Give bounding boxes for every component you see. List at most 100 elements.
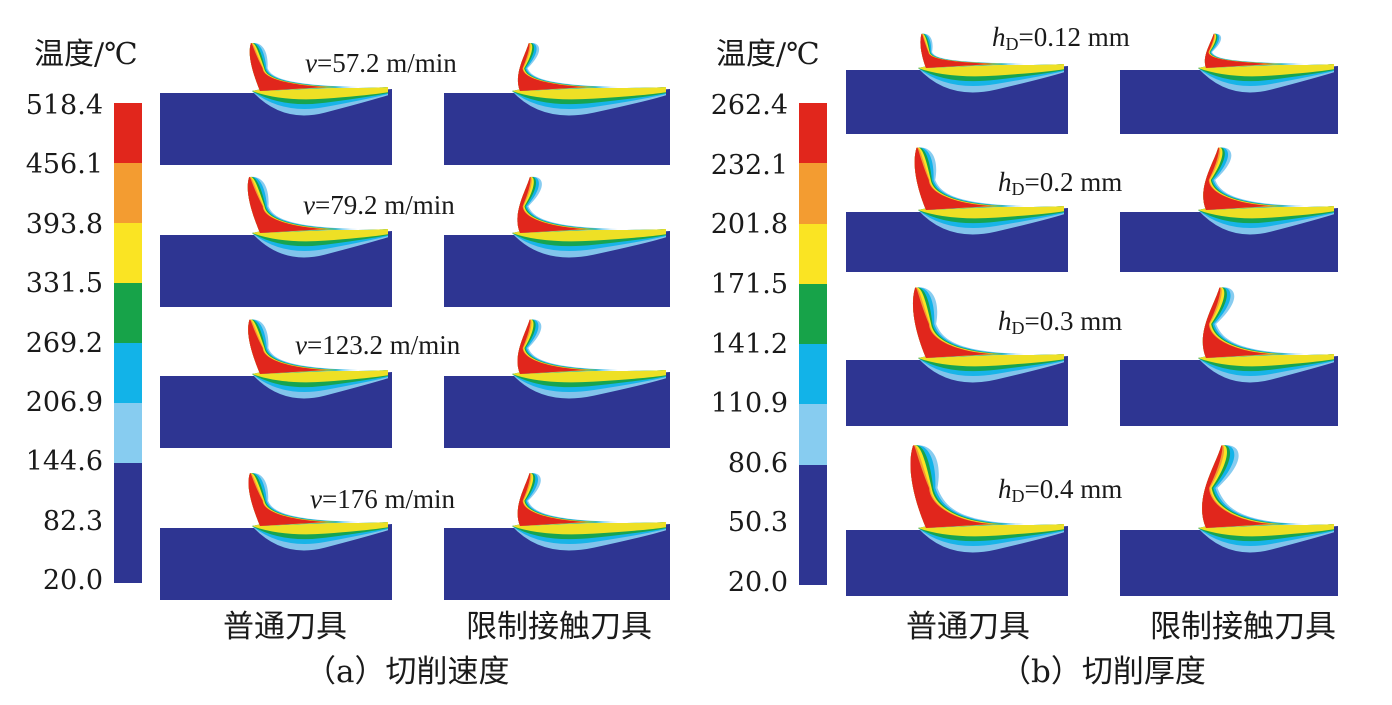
simulation-grid-cutting-speed	[160, 42, 670, 600]
column-label-conventional-tool: 普通刀具	[906, 609, 1030, 645]
chip-layer	[247, 176, 326, 233]
colorbar-band	[799, 524, 827, 585]
chip-layer	[517, 473, 590, 526]
colorbar-tick-label: 20.0	[727, 567, 788, 598]
chip-layer	[1202, 287, 1296, 358]
sim-conventional-row-4	[846, 445, 1068, 596]
heat-band	[1198, 64, 1334, 77]
chip-layer	[248, 319, 326, 374]
chip-layer	[517, 319, 596, 374]
sim-conventional-row-3	[160, 319, 392, 448]
chip-layer	[248, 473, 326, 526]
thickness-label-3: hD=0.3 mm	[998, 306, 1123, 338]
chip-layer	[517, 473, 586, 526]
colorbar-band	[114, 223, 142, 283]
heat-band	[252, 229, 388, 242]
thickness-label-1: hD=0.12 mm	[992, 22, 1130, 54]
chip-layer	[517, 176, 610, 233]
colorbar-tick-label: 80.6	[727, 447, 788, 479]
chip-layer	[920, 33, 992, 68]
sim-conventional-row-4	[160, 473, 392, 600]
colorbar-band	[114, 463, 142, 523]
chip-layer	[1202, 287, 1282, 358]
sim-conventional-row-3	[846, 287, 1068, 426]
chip-layer	[517, 42, 586, 91]
sim-conventional-row-2	[846, 147, 1068, 272]
speed-label-3: v=123.2 m/min	[295, 330, 461, 360]
colorbar-band	[114, 283, 142, 343]
chip-layer	[517, 319, 586, 374]
chip-layer	[1203, 147, 1288, 210]
colorbar-band	[799, 464, 827, 525]
speed-label-2: v=79.2 m/min	[303, 190, 455, 220]
chip-layer	[1204, 33, 1276, 68]
sim-restricted-row-4	[1120, 445, 1338, 596]
speed-label-4: v=176 m/min	[310, 484, 455, 514]
sim-restricted-row-3	[444, 319, 670, 448]
column-label-restricted-contact-tool: 限制接触刀具	[466, 609, 652, 645]
thickness-label-2: hD=0.2 mm	[998, 167, 1123, 199]
thickness-label-4: hD=0.4 mm	[998, 474, 1123, 506]
chip-layer	[517, 176, 590, 233]
sim-restricted-row-4	[444, 473, 670, 600]
colorbar-band	[114, 403, 142, 463]
caption-a: （a）切削速度	[305, 654, 510, 690]
heat-band	[918, 354, 1064, 367]
chip-layer	[517, 176, 602, 233]
caption-b: （b）切削厚度	[1000, 654, 1206, 690]
heat-band	[918, 524, 1064, 537]
sim-restricted-row-1	[444, 42, 670, 165]
heat-band	[918, 206, 1064, 219]
heat-band	[512, 522, 666, 535]
colorbar-tick-label: 50.3	[727, 507, 788, 539]
colorbar-band	[114, 103, 142, 163]
heat-band	[918, 64, 1064, 77]
colorbar-band	[114, 523, 142, 583]
colorbar-tick-label: 141.2	[710, 328, 788, 360]
colorbar-tick-label: 206.9	[25, 386, 103, 418]
colorbar	[799, 103, 827, 585]
colorbar-tick-label: 144.6	[25, 446, 103, 478]
chip-layer	[517, 176, 586, 233]
chip-layer	[249, 42, 326, 91]
colorbar-tick-label: 171.5	[710, 268, 788, 300]
colorbar-tick-label: 456.1	[25, 149, 103, 181]
sim-conventional-row-1	[160, 42, 392, 165]
chip-layer	[1203, 147, 1296, 210]
temperature-unit-title: 温度/℃	[34, 37, 138, 72]
heat-band	[252, 87, 388, 100]
colorbar-tick-label: 20.0	[42, 565, 103, 596]
chip-layer	[1202, 445, 1282, 528]
colorbar-tick-label: 262.4	[710, 90, 788, 121]
colorbar-tick-label: 82.3	[42, 505, 103, 537]
colorbar-band	[799, 223, 827, 284]
colorbar-tick-label: 232.1	[710, 149, 788, 181]
chip-layer	[1204, 33, 1272, 68]
sim-conventional-row-2	[160, 176, 392, 307]
temperature-unit-title: 温度/℃	[716, 37, 820, 72]
chip-layer	[1203, 147, 1282, 210]
simulation-grid-cutting-thickness	[846, 33, 1338, 596]
sim-restricted-row-1	[1120, 33, 1338, 134]
chip-layer	[1204, 33, 1282, 68]
chip-layer	[517, 176, 596, 233]
colorbar-band	[799, 344, 827, 405]
chip-layer	[914, 147, 992, 210]
colorbar-band	[799, 283, 827, 344]
chip-layer	[1202, 287, 1272, 358]
chip-layer	[1203, 147, 1272, 210]
colorbar-band	[799, 404, 827, 465]
chip-layer	[1203, 147, 1276, 210]
colorbar-tick-label: 518.4	[25, 90, 103, 121]
column-label-restricted-contact-tool: 限制接触刀具	[1150, 609, 1336, 645]
speed-label-1: v=57.2 m/min	[305, 48, 457, 78]
heat-band	[1198, 206, 1334, 219]
chip-layer	[1202, 287, 1304, 358]
chip-layer	[1202, 287, 1276, 358]
colorbar	[114, 103, 142, 583]
sim-restricted-row-2	[1120, 147, 1338, 272]
chip-layer	[517, 319, 602, 374]
heat-band	[252, 522, 388, 535]
chip-layer	[1202, 445, 1272, 528]
sim-conventional-row-1	[846, 33, 1068, 134]
